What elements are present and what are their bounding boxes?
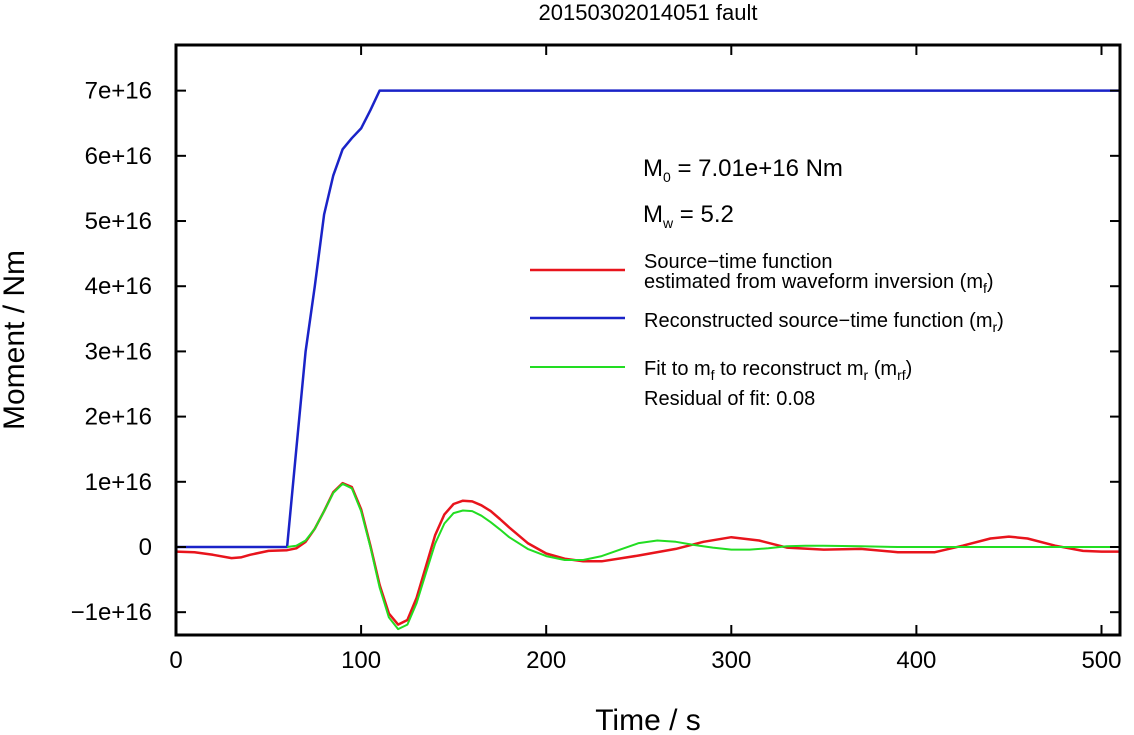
legend-red-sub: f: [983, 280, 987, 296]
x-tick-label-100: 100: [341, 647, 381, 674]
m0-value: = 7.01e+16 Nm: [671, 155, 843, 182]
series-line-mr: [176, 89, 1120, 549]
series-line-mf: [176, 481, 1120, 626]
x-tick-label-500: 500: [1081, 647, 1121, 674]
y-tick-label-8: 7e+16: [85, 78, 152, 105]
legend-label-blue: Reconstructed source−time function (mr): [644, 310, 1004, 335]
legend-green-mid2: (m: [868, 358, 897, 380]
legend-blue-sub: r: [993, 319, 998, 335]
m0-subscript: 0: [663, 169, 671, 185]
x-tick-label-0: 0: [169, 647, 182, 674]
y-tick-label-4: 3e+16: [85, 338, 152, 365]
legend-green-text: Fit to m: [644, 358, 711, 380]
m0-annotation: M0 = 7.01e+16 Nm: [643, 155, 843, 185]
mw-subscript: w: [662, 215, 674, 231]
x-tick-label-300: 300: [711, 647, 751, 674]
y-tick-label-0: −1e+16: [71, 599, 152, 626]
x-tick-label-400: 400: [896, 647, 936, 674]
m0-symbol: M: [643, 155, 663, 182]
y-axis-title: Moment / Nm: [0, 250, 31, 430]
legend-red-line2-text: estimated from waveform inversion (m: [644, 271, 983, 293]
residual-label: Residual of fit: 0.08: [644, 388, 815, 410]
legend-green-sub2: r: [864, 367, 869, 383]
mw-symbol: M: [643, 201, 663, 228]
legend-label-red-line1: Source−time function: [644, 251, 832, 273]
x-tick-label-200: 200: [526, 647, 566, 674]
chart-title: 20150302014051 fault: [539, 0, 758, 25]
legend-green-sub3: rf: [897, 367, 906, 383]
x-axis-ticks: 0 100 200 300 400 500: [169, 45, 1122, 674]
legend-green-tail: ): [906, 358, 913, 380]
legend-blue-tail: ): [997, 310, 1004, 332]
y-tick-label-7: 6e+16: [85, 143, 152, 170]
y-axis-ticks: −1e+16 0 1e+16 2e+16 3e+16 4e+16 5e+16 6e+16 7e+…: [71, 78, 1120, 626]
legend-green-mid: to reconstruct m: [715, 358, 864, 380]
legend-green-sub1: f: [711, 367, 715, 383]
legend: Source−time function estimated from wave…: [530, 251, 1004, 410]
y-tick-label-1: 0: [139, 534, 152, 561]
mw-annotation: Mw = 5.2: [643, 201, 734, 231]
legend-red-tail: ): [987, 271, 994, 293]
legend-blue-text: Reconstructed source−time function (m: [644, 310, 993, 332]
y-tick-label-6: 5e+16: [85, 208, 152, 235]
mw-value: = 5.2: [673, 201, 734, 228]
legend-label-red-line2: estimated from waveform inversion (mf): [644, 271, 994, 296]
series-line-mrf: [286, 482, 1120, 631]
series-layer: [176, 89, 1120, 631]
y-tick-label-2: 1e+16: [85, 469, 152, 496]
y-tick-label-3: 2e+16: [85, 404, 152, 431]
legend-label-green: Fit to mf to reconstruct mr (mrf): [644, 358, 912, 383]
x-axis-title: Time / s: [595, 704, 701, 735]
y-tick-label-5: 4e+16: [85, 273, 152, 300]
plot-frame: [174, 43, 1122, 637]
